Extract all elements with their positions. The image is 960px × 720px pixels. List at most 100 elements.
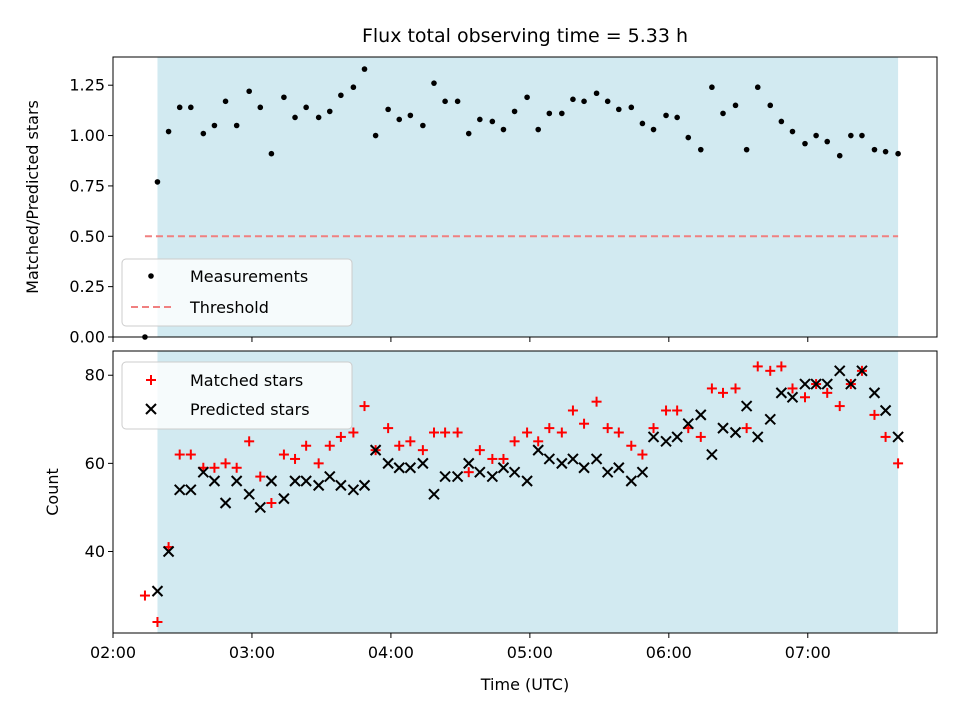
predicted-point (521, 475, 533, 487)
matched-point (765, 365, 776, 376)
measurement-point (233, 122, 240, 129)
predicted-point-b (799, 378, 811, 390)
matched-point (752, 361, 763, 372)
measurement-point (165, 128, 172, 135)
matched-point (335, 431, 346, 442)
predicted-point (613, 462, 625, 474)
predicted-point-b (162, 545, 175, 558)
predicted-point-b (625, 475, 638, 487)
predicted-point (369, 444, 382, 456)
matched-point (278, 449, 289, 460)
predicted-point-b (173, 484, 186, 496)
predicted-point (567, 453, 579, 465)
measurement-point (338, 92, 344, 99)
bottom-xtick-label: 06:00 (646, 643, 692, 662)
matched-point (648, 423, 659, 434)
matched-point (301, 440, 312, 451)
legend-predicted-label: Predicted stars (190, 400, 310, 419)
measurement-point (176, 104, 183, 111)
matched-point (348, 427, 359, 438)
measurement-point (211, 122, 218, 129)
bottom-xtick-label: 04:00 (368, 643, 414, 662)
matched-point (799, 392, 810, 403)
predicted-point-b (567, 453, 579, 465)
predicted-point (508, 466, 521, 478)
matched-point (440, 427, 451, 438)
measurement-point (732, 102, 739, 109)
measurement-point (628, 104, 635, 111)
legend-measurements-label: Measurements (190, 267, 308, 286)
predicted-point (799, 378, 811, 390)
predicted-point (892, 431, 904, 443)
predicted-point-b (474, 466, 486, 478)
matched-point (359, 401, 370, 412)
measurement-point (188, 104, 194, 111)
legend-predicted-marker (145, 403, 157, 415)
predicted-point (682, 417, 694, 430)
predicted-point-b (647, 431, 660, 443)
predicted-point-b (845, 378, 857, 390)
predicted-point (821, 378, 833, 390)
matched-point (231, 462, 242, 473)
matched-point (672, 405, 683, 416)
legend-measurements-marker (148, 273, 154, 279)
matched-point (787, 383, 798, 394)
measurement-point (767, 102, 774, 109)
measurement-point (581, 98, 587, 105)
predicted-point-b (740, 400, 753, 412)
legend-matched-marker (146, 375, 156, 385)
predicted-point-b (335, 479, 347, 492)
measurement-point (650, 126, 657, 133)
matched-point (706, 383, 717, 394)
predicted-point-b (532, 444, 544, 456)
measurement-point (396, 116, 403, 123)
measurement-point (500, 126, 507, 133)
bottom-xtick-label: 03:00 (229, 643, 275, 662)
measurement-point (570, 96, 576, 103)
legend-matched-label: Matched stars (190, 371, 303, 390)
measurement-point (489, 118, 496, 125)
predicted-point-b (613, 462, 625, 474)
legend-threshold-label: Threshold (189, 298, 269, 317)
predicted-point (300, 475, 312, 487)
bottom-legend: Matched stars Predicted stars (121, 361, 353, 430)
predicted-point-b (856, 365, 868, 377)
measurement-point (326, 108, 333, 115)
predicted-point (324, 470, 336, 483)
matched-point (544, 423, 555, 434)
top-plot-frame (112, 56, 938, 338)
matched-point (405, 436, 416, 447)
bottom-y-ticks: 40 60 80 (85, 366, 113, 561)
matched-point (487, 453, 498, 464)
top-ytick-label: 0.50 (69, 227, 105, 246)
predicted-point (810, 378, 822, 390)
predicted-point-b (439, 470, 451, 483)
matched-point (428, 427, 439, 438)
predicted-point (312, 479, 325, 492)
predicted-point (601, 466, 614, 478)
matched-point (626, 440, 637, 451)
measurement-point (465, 130, 472, 137)
bottom-plot-frame (112, 350, 938, 634)
matched-point (522, 427, 533, 438)
chart-title: Flux total observing time = 5.33 h (362, 25, 688, 47)
predicted-point (243, 488, 255, 500)
bottom-xtick-label: 02:00 (90, 643, 136, 662)
predicted-point-b (219, 497, 232, 509)
predicted-point (636, 466, 649, 478)
predicted-point (497, 462, 510, 474)
predicted-point (382, 457, 394, 470)
measurement-point (593, 90, 600, 97)
measurement-point (697, 146, 704, 153)
matched-point (730, 383, 741, 394)
matched-point (637, 449, 648, 460)
predicted-point-b (543, 453, 556, 465)
predicted-point-b (265, 475, 278, 487)
top-y-ticks: 0.00 0.25 0.50 0.75 1.00 1.25 (69, 76, 113, 347)
matched-point (139, 590, 150, 601)
predicted-point (856, 365, 868, 377)
predicted-point (532, 444, 544, 456)
measurement-point (559, 110, 565, 117)
matched-point (185, 449, 196, 460)
